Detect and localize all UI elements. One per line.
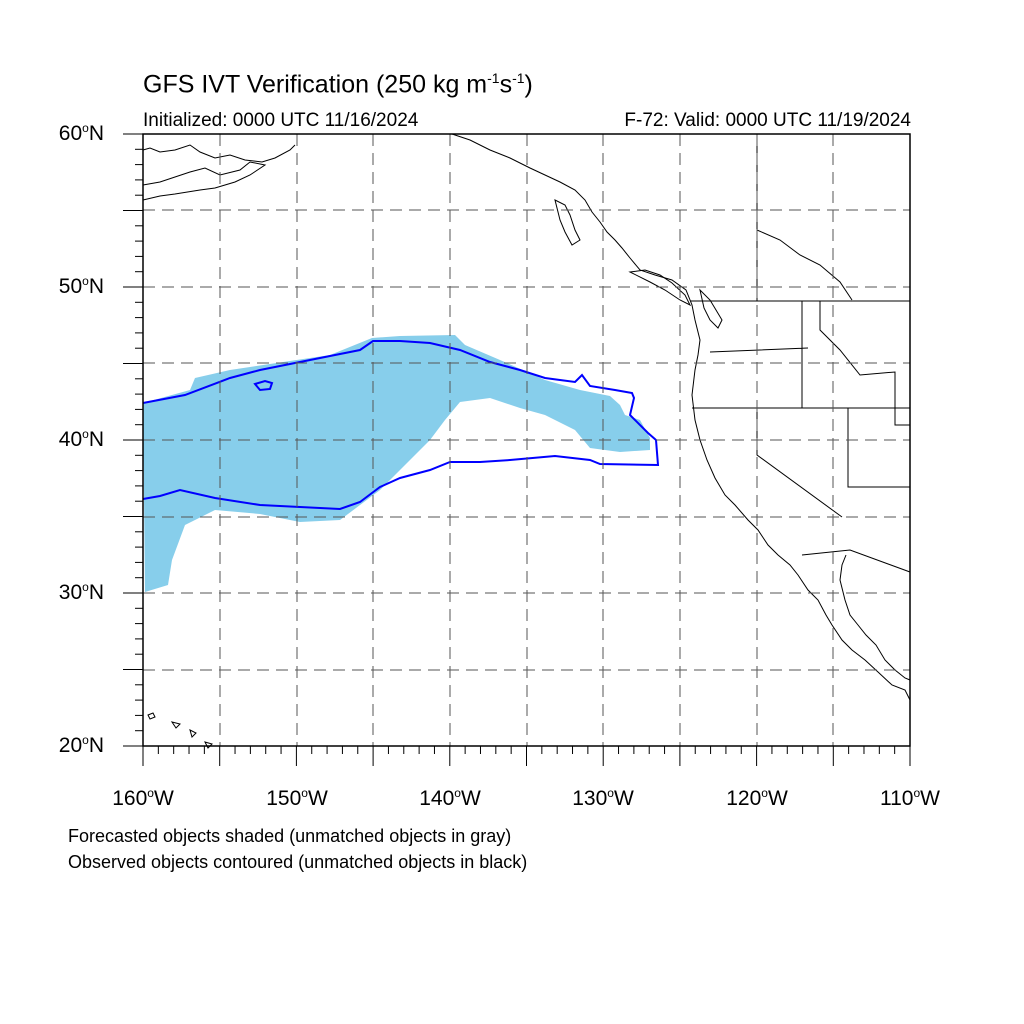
observed-object-contour-island (253, 379, 274, 392)
valid-time-label: F-72: Valid: 0000 UTC 11/19/2024 (624, 110, 911, 131)
coastline-north-america (451, 133, 911, 701)
coastline-alaska (142, 144, 296, 201)
lon-label-130w: 130oW (572, 786, 634, 810)
coastline-hawaii (147, 712, 213, 749)
coastline-layer (142, 133, 911, 749)
lat-label-30n: 30oN (58, 580, 104, 604)
legend-forecast: Forecasted objects shaded (unmatched obj… (68, 826, 512, 846)
map-title: GFS IVT Verification (250 kg m-1s-1) (143, 70, 533, 99)
lat-label-20n: 20oN (58, 733, 104, 757)
forecast-object-shading (143, 335, 650, 592)
observed-object-contour (142, 340, 660, 511)
init-time-label: Initialized: 0000 UTC 11/16/2024 (143, 110, 419, 131)
lon-label-150w: 150oW (266, 786, 328, 810)
lat-label-40n: 40oN (58, 427, 104, 451)
legend-observed: Observed objects contoured (unmatched ob… (68, 852, 528, 872)
lon-label-110w: 110oW (880, 786, 940, 810)
axis-ticks (123, 133, 911, 766)
state-borders (690, 134, 911, 573)
coastline-bc-islands (554, 199, 723, 329)
graticule (143, 134, 910, 746)
lon-label-120w: 120oW (726, 786, 788, 810)
lat-label-60n: 60oN (58, 121, 104, 145)
lat-label-50n: 50oN (58, 274, 104, 298)
lon-label-160w: 160oW (112, 786, 174, 810)
lon-label-140w: 140oW (419, 786, 481, 810)
